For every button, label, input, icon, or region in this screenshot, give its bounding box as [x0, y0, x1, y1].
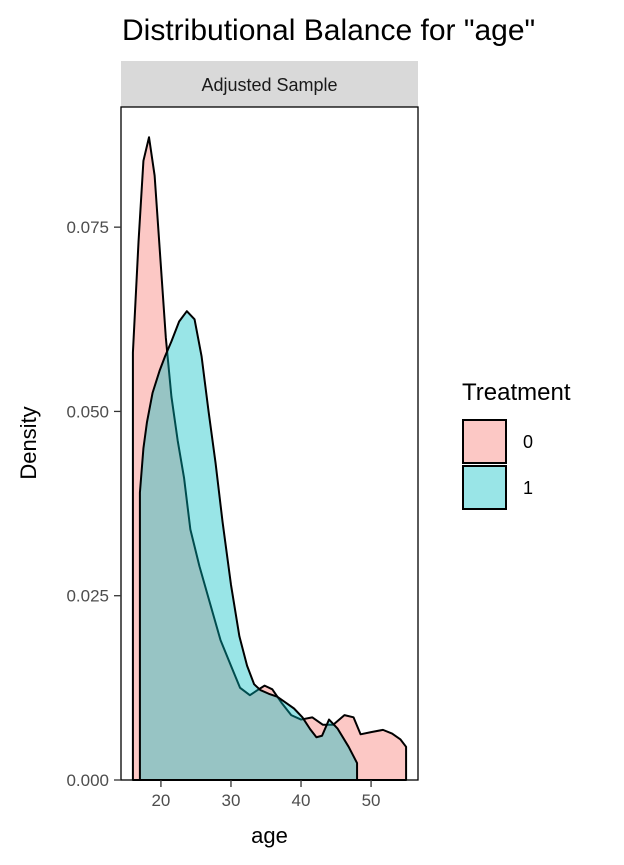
chart-title: Distributional Balance for "age"	[122, 14, 535, 47]
x-axis: 20 30 40 50	[151, 780, 381, 810]
legend-key-0	[462, 419, 507, 464]
y-tick-label: 0.000	[66, 771, 109, 790]
y-tick-label: 0.025	[66, 587, 109, 606]
x-tick-label: 50	[362, 791, 381, 810]
legend: 01	[462, 419, 533, 510]
y-axis: 0.000 0.025 0.050 0.075	[66, 218, 121, 790]
y-tick-label: 0.075	[66, 218, 109, 237]
y-tick-label: 0.050	[66, 402, 109, 421]
legend-title: Treatment	[462, 379, 571, 406]
density-area-0	[131, 136, 408, 781]
x-tick-label: 40	[292, 791, 311, 810]
facet-strip	[121, 61, 418, 107]
density-areas	[131, 136, 408, 781]
facet-label: Adjusted Sample	[201, 75, 337, 95]
x-tick-label: 20	[151, 791, 170, 810]
plot-panel	[121, 107, 418, 780]
y-axis-title: Density	[16, 406, 41, 479]
panel-border	[120, 106, 419, 781]
legend-label-0: 0	[523, 432, 533, 452]
x-tick-label: 30	[222, 791, 241, 810]
x-axis-title: age	[251, 823, 288, 848]
legend-key-1	[462, 465, 507, 510]
density-area-1	[138, 310, 359, 781]
legend-label-1: 1	[523, 478, 533, 498]
